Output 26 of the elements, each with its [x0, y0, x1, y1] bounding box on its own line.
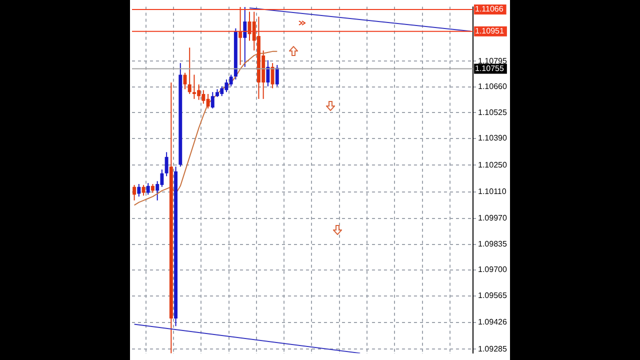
candlestick: [243, 6, 247, 68]
candlestick: [137, 184, 141, 198]
candlestick: [132, 184, 136, 201]
y-tick-label: 1.10390: [478, 134, 508, 143]
ref-line-label: 1.11066: [475, 4, 504, 14]
y-tick-label: 1.09426: [478, 318, 508, 326]
ref-line-label: 1.10951: [475, 26, 504, 36]
y-tick-label: 1.09835: [478, 239, 508, 248]
y-tick-label: 1.10110: [478, 187, 507, 196]
y-tick-label: 1.10795: [478, 56, 508, 66]
candlestick: [275, 64, 279, 87]
y-tick-label: 1.09970: [478, 214, 508, 223]
candlestick: [210, 92, 214, 109]
candlestick: [270, 62, 274, 89]
candlestick: [146, 182, 150, 196]
candlestick: [266, 60, 270, 87]
y-tick-label: 1.10525: [478, 108, 508, 117]
candlestick: [164, 152, 168, 177]
y-tick-label: 1.10660: [478, 82, 508, 92]
y-tick-label: 1.10250: [478, 160, 508, 170]
y-tick-label: 1.09565: [478, 290, 508, 300]
candlestick: [188, 47, 192, 94]
y-tick-label: 1.09700: [478, 265, 508, 274]
ref-line-label: 1.10755: [475, 64, 504, 73]
candlestick: [238, 6, 242, 66]
y-tick-label: 1.09285: [478, 344, 508, 354]
